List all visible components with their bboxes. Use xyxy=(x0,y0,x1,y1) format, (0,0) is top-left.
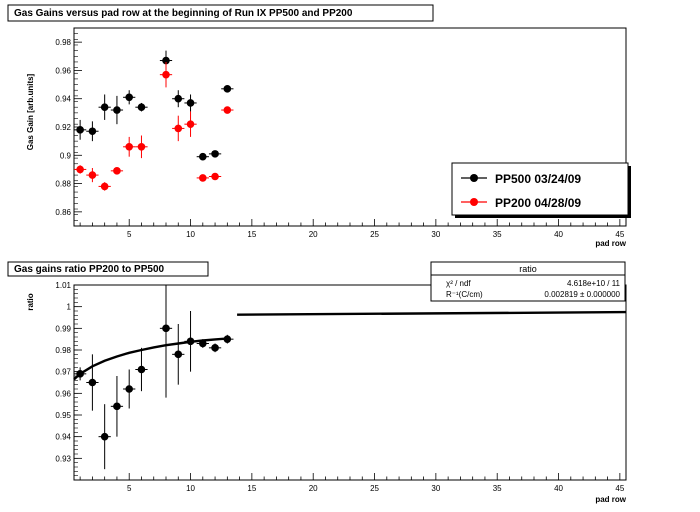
legend-shadow-bottom xyxy=(455,215,631,218)
top-series1-point xyxy=(208,172,222,181)
top-series1-point xyxy=(98,182,111,191)
bottom-y-tick-label: 0.95 xyxy=(55,411,71,420)
stats-row-r-value: 0.002819 ± 0.000000 xyxy=(544,290,620,299)
top-series1-point xyxy=(221,106,234,114)
bottom-series0-point xyxy=(86,354,99,411)
bottom-y-tick-label: 1.01 xyxy=(55,281,71,290)
bottom-chart-panel: Gas gains ratio PP200 to PP500 ratio pad… xyxy=(7,261,627,504)
top-chart-panel: Gas Gains versus pad row at the beginnin… xyxy=(7,4,631,248)
stats-row-r-label: R⁻¹(C/cm) xyxy=(446,290,483,299)
bottom-series0-point xyxy=(110,376,124,437)
legend-label-pp200: PP200 04/28/09 xyxy=(495,196,581,210)
top-series1-point xyxy=(135,135,148,159)
top-series1-point xyxy=(86,168,99,183)
top-series0-point xyxy=(110,95,124,125)
bottom-fit-line xyxy=(237,310,627,316)
top-series1-point xyxy=(74,165,87,174)
top-series1-point xyxy=(123,136,136,157)
bottom-series0-point xyxy=(123,369,136,409)
bottom-series0-point xyxy=(184,311,197,372)
stats-row-chi2-value: 4.618e+10 / 11 xyxy=(567,279,621,288)
top-series0-point xyxy=(172,90,185,108)
bottom-y-tick-label: 0.99 xyxy=(55,324,71,333)
bottom-x-axis-label: pad row xyxy=(595,495,626,504)
stats-box-frame xyxy=(430,261,626,302)
top-series0-point xyxy=(184,94,197,112)
top-chart-title: Gas Gains versus pad row at the beginnin… xyxy=(14,8,353,19)
bottom-y-tick-label: 0.93 xyxy=(55,454,71,463)
top-series0-point xyxy=(74,119,87,140)
stats-row-chi2-label: χ² / ndf xyxy=(446,279,471,288)
bottom-x-tick-label: 30 xyxy=(431,484,440,493)
legend: PP500 03/24/09 PP200 04/28/09 xyxy=(451,162,631,218)
top-series0-point xyxy=(221,85,234,93)
top-x-tick-label: 30 xyxy=(431,230,440,239)
top-y-tick-label: 0.94 xyxy=(55,95,71,104)
bottom-plot-area: 5 10 15 20 25 30 35 40 45 0.93 0.94 0.95 0.96 0.97 0.9… xyxy=(55,281,627,493)
bottom-y-tick-label: 0.97 xyxy=(55,368,71,377)
legend-marker-pp200 xyxy=(470,198,478,206)
bottom-series0-point xyxy=(221,334,234,344)
top-series0-point xyxy=(208,150,222,158)
bottom-title-box xyxy=(7,261,209,277)
top-x-tick-label: 5 xyxy=(127,230,132,239)
bottom-series0-point xyxy=(159,285,173,398)
bottom-x-tick-label: 5 xyxy=(127,484,132,493)
bottom-x-tick-label: 35 xyxy=(493,484,502,493)
top-y-tick-label: 0.96 xyxy=(55,66,71,75)
top-y-tick-label: 0.9 xyxy=(60,151,72,160)
bottom-x-tick-label: 45 xyxy=(615,484,624,493)
legend-marker-pp500 xyxy=(470,174,478,182)
top-y-tick-label: 0.88 xyxy=(55,180,71,189)
top-series0-point xyxy=(123,90,136,105)
bottom-x-tick-label: 15 xyxy=(247,484,256,493)
top-x-tick-label: 45 xyxy=(615,230,624,239)
bottom-series0-point xyxy=(98,404,111,470)
top-series0-point xyxy=(159,50,173,71)
top-x-tick-label: 40 xyxy=(554,230,563,239)
top-x-axis-label: pad row xyxy=(595,239,626,248)
top-y-axis-label: Gas Gain [arb.units] xyxy=(26,73,35,150)
bottom-series0-point xyxy=(172,324,185,385)
top-y-tick-label: 0.92 xyxy=(55,123,71,132)
legend-shadow xyxy=(628,166,631,218)
top-series1-point xyxy=(172,115,185,142)
top-series0-point xyxy=(86,121,99,142)
top-y-tick-label: 0.86 xyxy=(55,208,71,217)
top-x-tick-label: 25 xyxy=(370,230,379,239)
top-series1-point xyxy=(110,167,124,175)
top-series1-point xyxy=(196,174,209,182)
bottom-series0-point xyxy=(196,339,209,348)
bottom-x-tick-label: 25 xyxy=(370,484,379,493)
top-series0-point xyxy=(98,94,111,120)
top-series0-point xyxy=(196,152,209,161)
bottom-y-tick-label: 1 xyxy=(67,303,72,312)
top-y-tick-label: 0.98 xyxy=(55,38,71,47)
stats-box-title: ratio xyxy=(519,264,537,274)
bottom-y-tick-label: 0.96 xyxy=(55,389,71,398)
bottom-y-tick-label: 0.94 xyxy=(55,433,71,442)
bottom-series0-point xyxy=(208,343,222,353)
top-x-tick-label: 35 xyxy=(493,230,502,239)
top-x-tick-label: 20 xyxy=(309,230,318,239)
bottom-y-axis-label: ratio xyxy=(26,293,35,310)
fit-stats-box: ratio χ² / ndf 4.618e+10 / 11 R⁻¹(C/cm) … xyxy=(430,261,626,302)
top-plot-area: 5 10 15 20 25 30 35 40 45 0.86 0.88 0.9 0.92 0.94 0.96… xyxy=(55,27,627,239)
bottom-chart-title: Gas gains ratio PP200 to PP500 xyxy=(14,264,165,275)
top-series1-point xyxy=(159,61,173,88)
top-title-box xyxy=(7,4,434,22)
bottom-x-tick-label: 20 xyxy=(309,484,318,493)
bottom-series0-point xyxy=(135,347,148,392)
bottom-y-tick-label: 0.98 xyxy=(55,346,71,355)
top-x-tick-label: 10 xyxy=(186,230,195,239)
top-series1-point xyxy=(184,111,197,137)
bottom-series0-point xyxy=(74,367,87,381)
bottom-x-tick-label: 10 xyxy=(186,484,195,493)
bottom-x-tick-label: 40 xyxy=(554,484,563,493)
legend-label-pp500: PP500 03/24/09 xyxy=(495,172,581,186)
top-series0-point xyxy=(135,102,148,112)
top-x-tick-label: 15 xyxy=(247,230,256,239)
